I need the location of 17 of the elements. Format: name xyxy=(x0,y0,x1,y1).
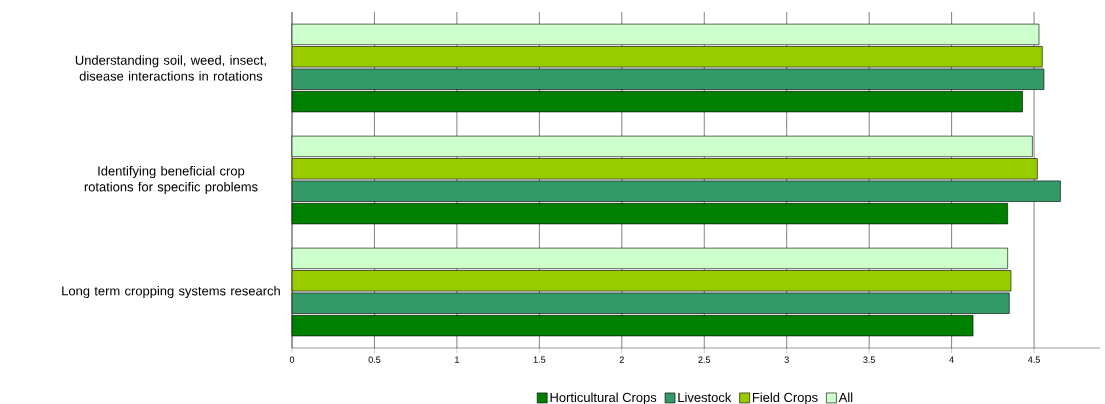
legend-label: Field Crops xyxy=(752,392,818,404)
legend-label: All xyxy=(838,392,853,402)
x-tick-label: 0.5 xyxy=(368,356,381,363)
x-tick-label: 0 xyxy=(289,356,295,363)
legend-label: Livestock xyxy=(678,392,732,403)
x-tick-label: 3 xyxy=(784,356,789,363)
x-tick-label: 1 xyxy=(455,356,459,363)
x-tick-label: 1.5 xyxy=(533,356,546,363)
x-tick-label: 3.5 xyxy=(863,356,875,363)
y-tick-label: Identifying beneficial crop rotations for specific problems xyxy=(84,165,258,195)
x-tick-label: 2 xyxy=(619,356,624,363)
x-tick-label: 4.5 xyxy=(1028,356,1040,363)
x-tick-label: 2.5 xyxy=(698,356,711,363)
legend-label: Horticultural Crops xyxy=(550,392,657,404)
y-tick-label: Understanding soil, weed, insect, disease interactions in rotations xyxy=(75,55,266,81)
y-tick-label: Long term cropping systems research xyxy=(62,285,280,299)
x-tick-label: 4 xyxy=(949,356,954,363)
